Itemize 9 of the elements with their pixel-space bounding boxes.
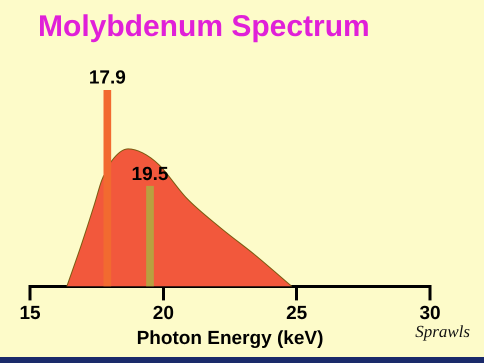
x-tick-label: 15 bbox=[19, 303, 41, 324]
x-tick-label: 25 bbox=[286, 303, 308, 324]
x-axis-title: Photon Energy (keV) bbox=[136, 328, 324, 349]
text: Sprawls bbox=[415, 322, 470, 342]
x-tick-label: 30 bbox=[419, 303, 441, 324]
annotation: 19.5 bbox=[132, 164, 169, 185]
x-tick-label: 20 bbox=[152, 303, 174, 324]
chart-title: Molybdenum Spectrum bbox=[38, 10, 370, 44]
annotation: 17.9 bbox=[88, 68, 126, 89]
